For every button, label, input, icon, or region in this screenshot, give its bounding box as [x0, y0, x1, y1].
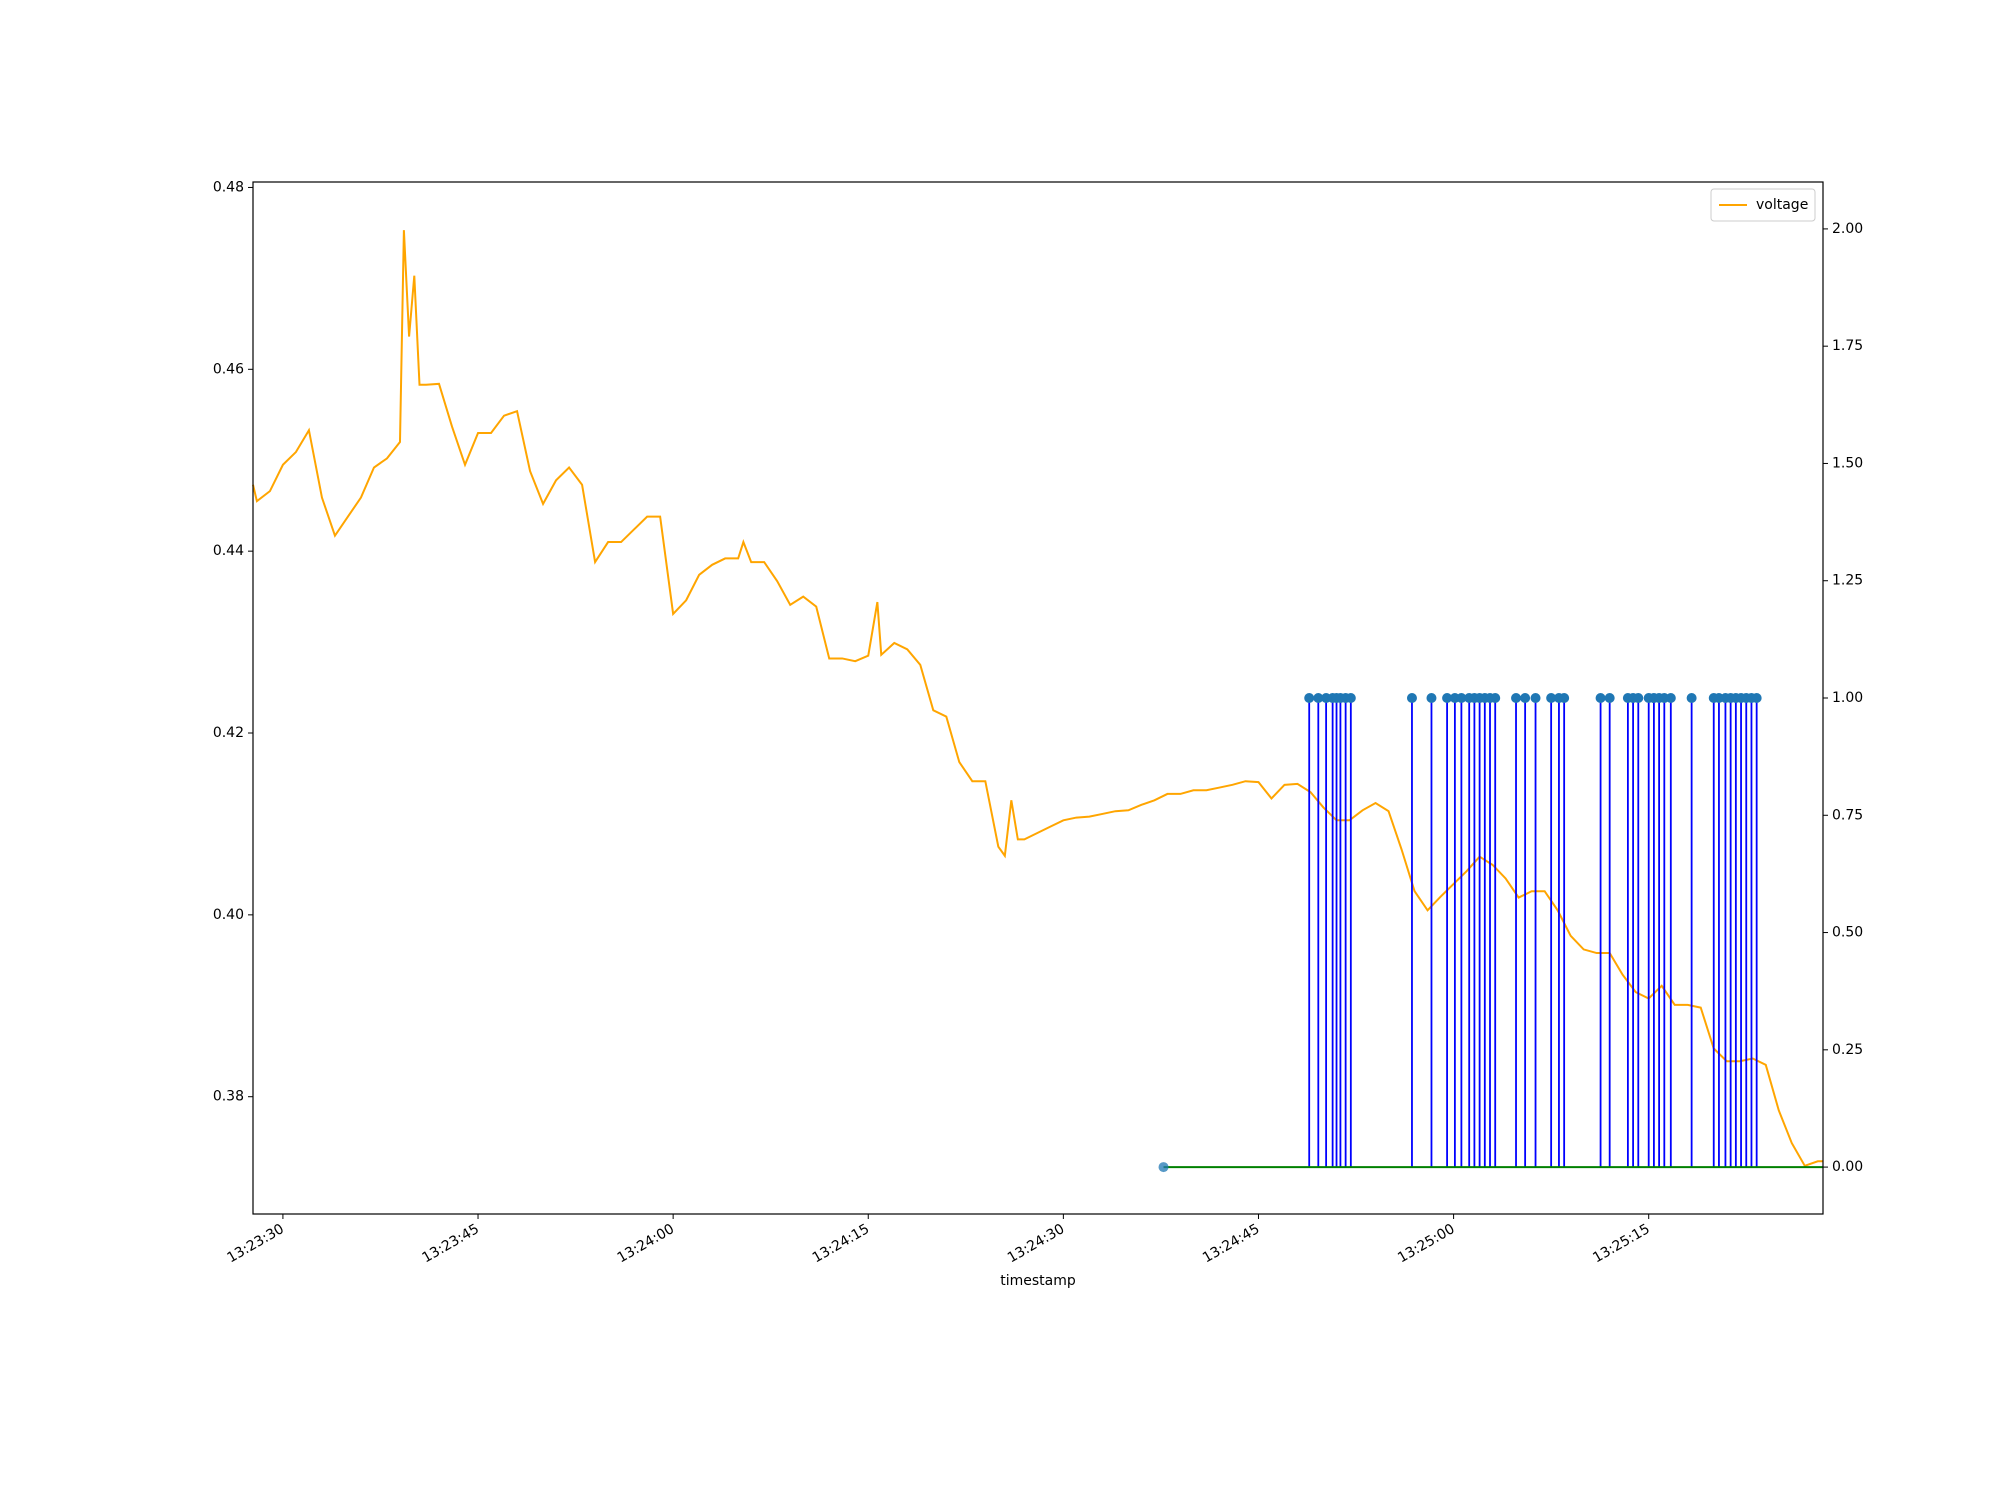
x-axis-label: timestamp [1000, 1273, 1076, 1289]
y2-tick-label: 1.50 [1832, 455, 1863, 471]
y-tick-label: 0.48 [213, 179, 244, 195]
stem-marker [1406, 693, 1417, 703]
stem-marker [1546, 693, 1557, 703]
stem-marker [1665, 693, 1676, 703]
y2-tick-label: 0.75 [1832, 807, 1863, 823]
y-tick-label: 0.38 [213, 1089, 244, 1105]
stem-marker [1313, 693, 1324, 703]
stem-marker [1442, 693, 1453, 703]
stem-marker [1490, 693, 1501, 703]
stem-marker [1633, 693, 1644, 703]
plot-area [252, 230, 1823, 1173]
y-tick-label: 0.44 [213, 543, 244, 559]
y2-tick-label: 0.00 [1832, 1159, 1863, 1175]
stem-marker [1530, 693, 1541, 703]
stem-marker [1686, 693, 1697, 703]
stem-marker [1456, 693, 1467, 703]
y-tick-label: 0.46 [213, 361, 244, 377]
y2-tick-label: 0.50 [1832, 925, 1863, 941]
y2-tick-label: 0.25 [1832, 1042, 1863, 1058]
stem-marker [1604, 693, 1615, 703]
stem-marker [1511, 693, 1522, 703]
stem-marker [1559, 693, 1570, 703]
legend-label: voltage [1756, 197, 1808, 213]
legend-box [1710, 188, 1816, 222]
stem-marker [1595, 693, 1606, 703]
stem-marker [1158, 1162, 1169, 1173]
y2-tick-label: 1.75 [1832, 338, 1863, 354]
y-tick-label: 0.40 [213, 907, 244, 923]
y2-tick-label: 1.25 [1832, 573, 1863, 589]
stem-marker [1751, 693, 1762, 703]
stem-marker [1426, 693, 1437, 703]
stem-marker [1345, 693, 1356, 703]
stem-marker [1520, 693, 1531, 703]
y-tick-label: 0.42 [213, 725, 244, 741]
stem-marker [1304, 693, 1315, 703]
y2-tick-label: 2.00 [1832, 221, 1863, 237]
y2-tick-label: 1.00 [1832, 690, 1863, 706]
